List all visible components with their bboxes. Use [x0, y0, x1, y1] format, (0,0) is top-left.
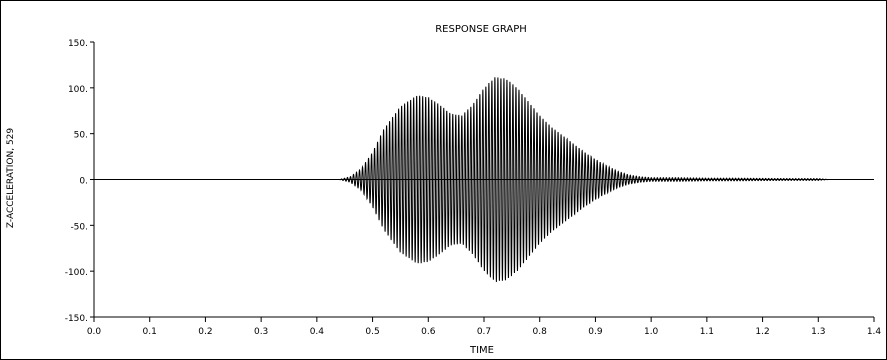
x-tick-label: 1.1 — [700, 327, 714, 337]
x-tick-label: 0.5 — [365, 327, 379, 337]
x-tick-label: 0.2 — [198, 327, 212, 337]
x-tick-label: 0.1 — [143, 327, 157, 337]
x-tick-label: 1.2 — [755, 327, 769, 337]
y-tick-label: -50. — [70, 222, 88, 232]
series-line — [94, 77, 874, 282]
series-group — [94, 77, 874, 282]
x-tick-label: 0.8 — [533, 327, 548, 337]
x-tick-label: 0.7 — [477, 327, 491, 337]
y-tick-label: -100. — [65, 268, 88, 278]
x-tick-label: 0.3 — [254, 327, 268, 337]
y-tick-label: -150. — [65, 314, 88, 324]
x-axis-label: TIME — [469, 345, 494, 356]
x-tick-label: 1.3 — [811, 327, 825, 337]
x-tick-label: 1.0 — [644, 327, 659, 337]
x-tick-label: 1.4 — [867, 327, 882, 337]
y-tick-label: 150. — [68, 39, 88, 49]
x-tick-label: 0.4 — [310, 327, 325, 337]
x-tick-label: 0.9 — [588, 327, 603, 337]
x-tick-label: 0.6 — [421, 327, 436, 337]
x-tick-label: 0.0 — [87, 327, 102, 337]
y-tick-label: 100. — [68, 85, 88, 95]
y-axis-label: Z-ACCELERATION, 529 — [6, 128, 16, 229]
chart-title: RESPONSE GRAPH — [435, 24, 527, 35]
y-tick-label: 0. — [79, 177, 88, 187]
y-tick-label: 50. — [74, 131, 88, 141]
